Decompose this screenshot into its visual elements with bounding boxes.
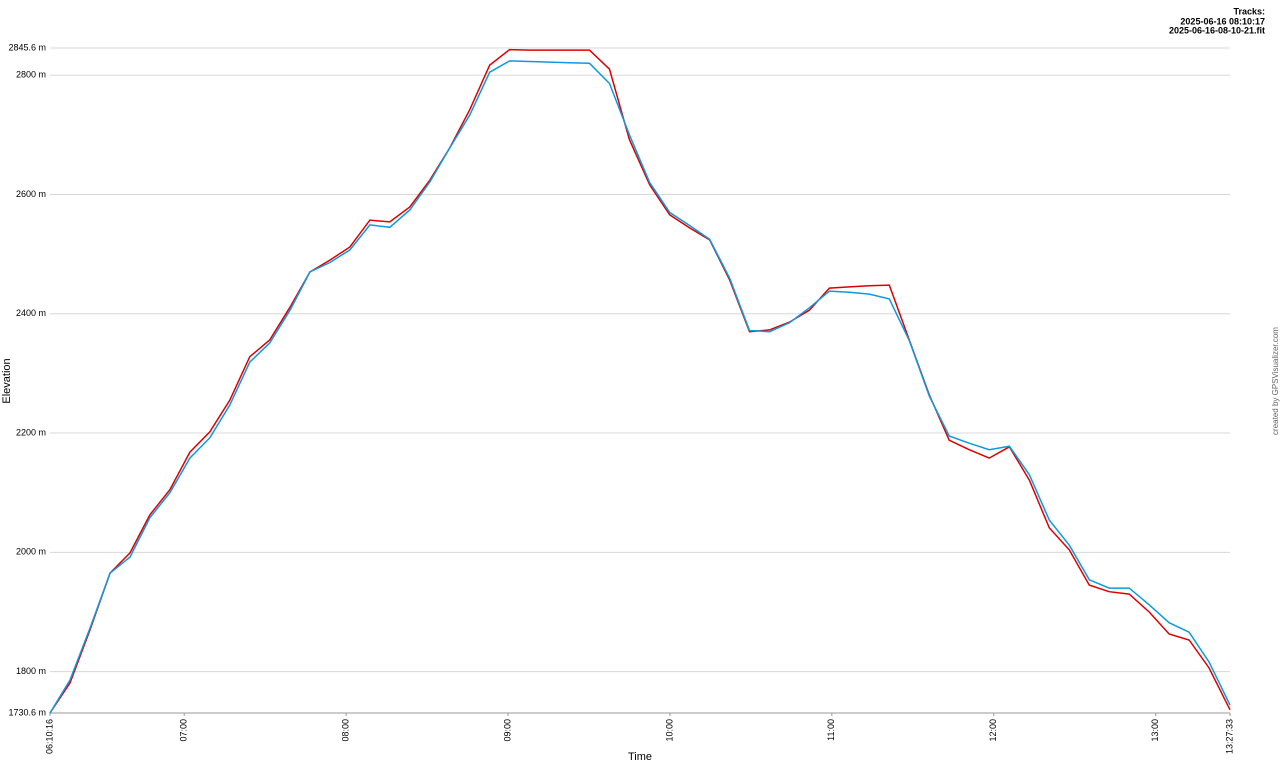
y-tick-label: 2200 m [16,427,46,437]
x-tick-label: 10:00 [664,719,674,742]
x-tick-label: 07:00 [179,719,189,742]
x-tick-label: 06:10:16 [44,719,54,754]
x-axis-label: Time [628,751,652,763]
y-tick-label: 2000 m [16,547,46,557]
y-tick-label: 1730.6 m [8,707,46,717]
x-tick-label: 13:27:33 [1224,719,1234,754]
x-tick-label: 08:00 [340,719,350,742]
series-line [49,48,1231,714]
y-tick-label: 2845.6 m [8,42,46,52]
x-tick-label: 13:00 [1150,719,1160,742]
y-axis-label: Elevation [1,358,13,403]
x-tick-label: 11:00 [826,719,836,741]
x-tick-label: 12:00 [988,719,998,742]
series-line [49,60,1231,714]
y-tick-label: 2400 m [16,308,46,318]
legend-entry: 2025-06-16 08:10:17 [1180,16,1265,26]
y-tick-label: 1800 m [16,666,46,676]
legend-entry: 2025-06-16-08-10-21.fit [1169,25,1265,35]
credit: created by GPSVisualizer.com [1271,327,1280,435]
x-tick-label: 09:00 [502,719,512,742]
y-tick-label: 2800 m [16,70,46,80]
legend-title: Tracks: [1233,6,1265,16]
y-tick-label: 2600 m [16,189,46,199]
